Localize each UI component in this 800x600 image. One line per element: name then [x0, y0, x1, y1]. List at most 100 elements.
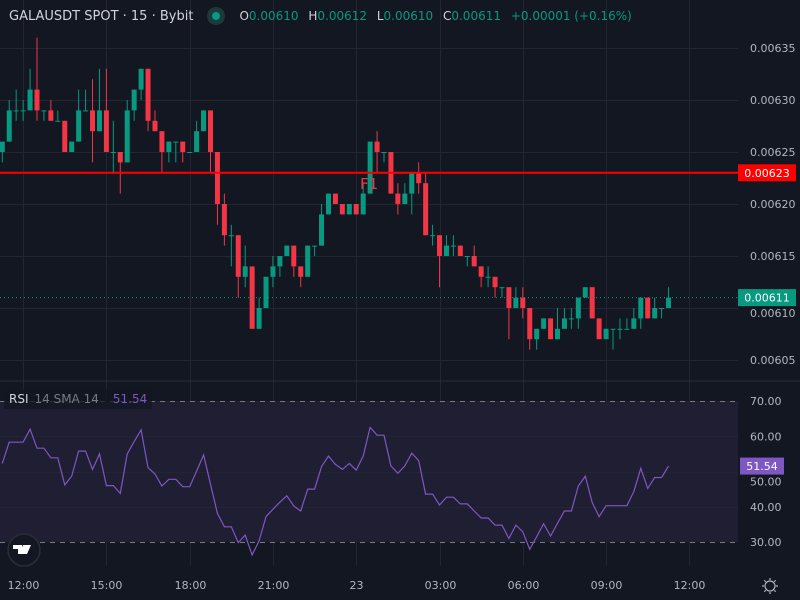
tradingview-logo[interactable] [7, 533, 41, 567]
candle-up [534, 328, 540, 350]
candle-body [20, 110, 26, 112]
candle-down [332, 193, 338, 204]
candle-up [284, 245, 290, 256]
rsi-band-fill [0, 401, 738, 542]
candle-down [62, 120, 68, 152]
candle-body [131, 89, 137, 111]
candle-down [298, 266, 304, 288]
candle-body [152, 120, 158, 132]
candle-up [555, 308, 560, 340]
candle-body [145, 68, 151, 121]
candle-body [568, 318, 574, 320]
candle-down [339, 204, 345, 215]
candle-up [319, 204, 325, 246]
settings-gear-icon[interactable] [762, 578, 778, 594]
candle-body [645, 297, 651, 319]
candle-body [69, 141, 75, 152]
candle-body [561, 318, 567, 329]
candle-down [103, 68, 109, 152]
price-tick-label: 0.00635 [750, 42, 796, 55]
candle-up [242, 245, 248, 288]
candle-body [541, 318, 547, 329]
candle-up [6, 100, 12, 142]
candle-up [41, 110, 47, 121]
candle-body [83, 110, 89, 112]
candle-down [159, 131, 165, 173]
candle-body [513, 297, 519, 308]
rsi-tick-label: 60.00 [750, 430, 782, 443]
candle-down [520, 287, 526, 319]
candle-up [0, 141, 5, 163]
candle-down [34, 37, 40, 121]
candle-body [492, 276, 498, 288]
candle-body [353, 204, 359, 215]
candle-body [55, 120, 61, 122]
candle-body [201, 110, 207, 132]
candle-down [291, 245, 297, 277]
high-value: 0.00612 [317, 9, 367, 23]
candle-body [631, 318, 637, 329]
grid [0, 0, 738, 566]
candle-body [555, 328, 560, 340]
candle-up [277, 256, 283, 277]
candle-up [228, 224, 234, 267]
time-axis[interactable]: 12:00 15:00 18:00 21:00 23 03:00 06:00 09:00 12:… [8, 579, 706, 592]
price-tick-label: 0.00630 [750, 94, 796, 107]
candle-body [41, 110, 47, 112]
candle-up [568, 308, 574, 329]
rsi-line [1, 426, 670, 557]
candle-body [339, 204, 345, 215]
candle-body [478, 266, 484, 277]
candle-up [13, 89, 19, 121]
candle-body [402, 193, 408, 204]
candle-body [534, 328, 540, 340]
candle-up [464, 256, 470, 267]
candle-up [582, 287, 588, 298]
hline-badge-bg [738, 164, 796, 182]
candle-up [124, 100, 130, 163]
close-value: 0.00611 [451, 9, 501, 23]
symbol-legend[interactable]: GALAUSDT SPOT · 15 · Bybit O0.00610 H0.0… [9, 7, 638, 25]
rsi-tick-label: 40.00 [750, 501, 782, 514]
candle-down [374, 131, 380, 173]
candle-body [617, 328, 623, 330]
last-price-label: 0.00611 [744, 292, 790, 305]
candle-up [325, 193, 331, 215]
time-tick-label: 23 [350, 579, 364, 592]
price-axis[interactable]: 0.00635 0.00630 0.00625 0.00620 0.00615 0.006… [750, 42, 796, 367]
candle-up [631, 308, 637, 329]
candle-down [457, 245, 463, 256]
candle-up [624, 318, 630, 330]
rsi-tick-label: 30.00 [750, 536, 782, 549]
candle-up [638, 297, 644, 329]
candle-body [346, 204, 352, 215]
rsi-legend[interactable]: RSI 14 SMA 14 51.54 [4, 389, 153, 409]
candle-up [131, 89, 137, 121]
candle-body [499, 287, 505, 289]
candle-body [117, 152, 123, 163]
candle-down [471, 245, 477, 267]
candle-up [263, 276, 269, 308]
rsi-axis[interactable]: 70.00 60.00 50.00 40.00 30.00 [750, 395, 782, 549]
candle-body [603, 328, 609, 340]
candle-body [180, 141, 186, 152]
candle-body [312, 245, 318, 247]
candle-body [214, 152, 220, 204]
candle-body [208, 110, 213, 152]
candle-up [138, 68, 144, 100]
candle-down [506, 287, 512, 340]
market-status-icon[interactable] [207, 7, 226, 25]
candle-up [55, 110, 61, 122]
candle-body [471, 256, 477, 267]
candle-body [520, 297, 526, 308]
candle-body [270, 266, 276, 277]
candle-down [548, 318, 554, 340]
candle-up [430, 224, 436, 246]
candle-body [416, 172, 422, 184]
candle-down [152, 110, 158, 132]
candle-body [638, 297, 644, 319]
candle-up [20, 100, 26, 121]
candle-up [76, 89, 82, 142]
candle-down [353, 204, 359, 215]
